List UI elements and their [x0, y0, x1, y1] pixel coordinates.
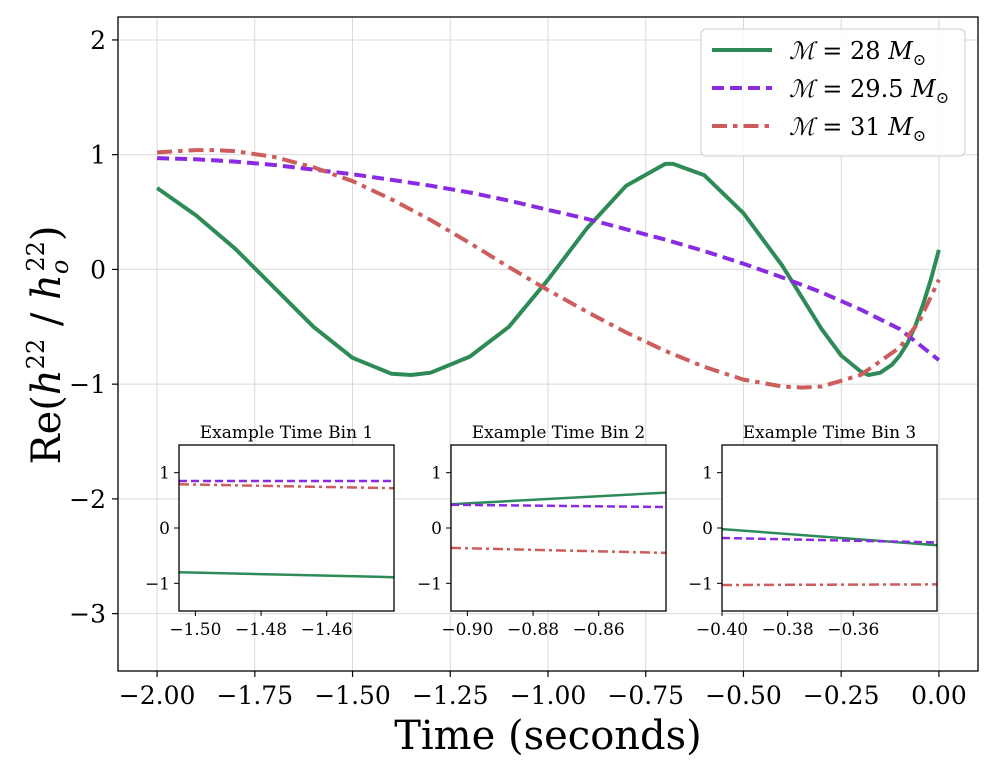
main-y-tick-label: −3 — [69, 600, 106, 629]
inset-y-tick-label: −1 — [145, 574, 170, 594]
inset-line-1 — [450, 491, 667, 506]
insets-group: −1.50 −1.48 −1.46 −1 0 1 Example Time Bin 1 −0.… — [145, 423, 938, 640]
inset-background — [179, 445, 394, 611]
inset-y-tick-label: −1 — [688, 574, 713, 594]
main-x-tick-label: −2.00 — [119, 681, 196, 710]
inset-line-3 — [178, 483, 395, 490]
legend-sun-symbol: ⊙ — [913, 50, 926, 69]
inset-background — [722, 445, 937, 611]
inset-x-tick-label: −0.38 — [762, 620, 814, 640]
inset-line-1 — [178, 571, 395, 579]
inset-y-tick-label: 0 — [159, 519, 170, 539]
y-axis-title-ho: h — [24, 274, 70, 300]
main-y-tick-label: 0 — [90, 255, 106, 284]
legend-label-3: ℳ = 31 M⊙ — [789, 113, 926, 145]
main-series-line-3 — [156, 148, 941, 390]
inset-x-tick-label: −0.40 — [696, 620, 748, 640]
inset-y-tick-label: −1 — [417, 574, 442, 594]
inset-background — [451, 445, 666, 611]
inset-x-tick-label: −0.90 — [441, 620, 493, 640]
legend: ℳ = 28 M⊙ℳ = 29.5 M⊙ℳ = 31 M⊙ — [700, 28, 966, 157]
main-x-tick-label: −1.50 — [314, 681, 391, 710]
inset-x-tick-label: −0.36 — [827, 620, 879, 640]
legend-entries: ℳ = 28 M⊙ℳ = 29.5 M⊙ℳ = 31 M⊙ — [712, 37, 949, 145]
y-axis-title-post: ) — [24, 226, 70, 242]
main-x-tick-label: −0.50 — [705, 681, 782, 710]
legend-sun-symbol: ⊙ — [913, 126, 926, 145]
main-y-tick-label: −1 — [69, 370, 106, 399]
y-axis-title: Re(h22 / ho22) — [22, 226, 74, 465]
y-axis-title-sep: / — [24, 300, 70, 339]
inset-x-tick-label: −1.50 — [169, 620, 221, 640]
inset-y-tick-label: 1 — [159, 464, 170, 484]
main-x-tick-label: −1.75 — [217, 681, 294, 710]
legend-value: = 31 — [822, 113, 888, 141]
inset-2: −0.90 −0.88 −0.86 −1 0 1 Example Time Bin 2 — [417, 423, 667, 640]
inset-3: −0.40 −0.38 −0.36 −1 0 1 Example Time Bin 3 — [688, 423, 938, 640]
inset-title: Example Time Bin 3 — [743, 423, 917, 443]
y-axis-title-sup2: 22 — [22, 241, 50, 272]
x-axis-title: Time (seconds) — [394, 713, 702, 759]
main-y-ticks: −3 −2 −1 0 1 2 — [69, 26, 118, 629]
inset-x-tick-label: −1.48 — [235, 620, 287, 640]
inset-x-tick-label: −1.46 — [301, 620, 353, 640]
y-axis-title-sub: o — [46, 260, 74, 274]
main-x-tick-label: −1.25 — [412, 681, 489, 710]
inset-line-1 — [721, 527, 938, 547]
inset-x-tick-label: −0.86 — [573, 620, 625, 640]
main-y-tick-label: 1 — [90, 141, 106, 170]
legend-unit: M — [887, 113, 914, 141]
y-axis-title-sup1: 22 — [22, 339, 50, 370]
inset-y-tick-label: 1 — [702, 464, 713, 484]
inset-line-3 — [721, 583, 938, 587]
main-x-tick-label: −1.00 — [510, 681, 587, 710]
inset-1: −1.50 −1.48 −1.46 −1 0 1 Example Time Bin 1 — [145, 423, 395, 640]
inset-y-tick-label: 0 — [431, 519, 442, 539]
inset-y-tick-label: 0 — [702, 519, 713, 539]
legend-value: = 29.5 — [822, 75, 911, 103]
legend-label-2: ℳ = 29.5 M⊙ — [789, 75, 949, 107]
legend-value: = 28 — [822, 37, 888, 65]
legend-math-m: ℳ — [789, 75, 822, 103]
legend-unit: M — [910, 75, 937, 103]
legend-math-m: ℳ — [789, 113, 822, 141]
main-y-tick-label: 2 — [90, 26, 106, 55]
main-x-tick-label: −0.25 — [803, 681, 880, 710]
main-x-tick-label: −0.75 — [607, 681, 684, 710]
main-series-line-1 — [155, 161, 941, 377]
inset-line-3 — [450, 546, 667, 555]
main-x-tick-label: 0.00 — [911, 681, 967, 710]
main-series-line-2 — [157, 156, 941, 362]
inset-title: Example Time Bin 2 — [472, 423, 646, 443]
legend-label-1: ℳ = 28 M⊙ — [789, 37, 926, 69]
y-axis-title-h: h — [24, 369, 70, 395]
main-series-group — [155, 148, 941, 390]
legend-unit: M — [887, 37, 914, 65]
main-x-ticks: −2.00 −1.75 −1.50 −1.25 −1.00 −0.75 −0.50 −0.25… — [119, 671, 967, 710]
legend-sun-symbol: ⊙ — [936, 88, 949, 107]
inset-x-tick-label: −0.88 — [507, 620, 559, 640]
inset-y-tick-label: 1 — [431, 464, 442, 484]
legend-math-m: ℳ — [789, 37, 822, 65]
y-axis-title-pre: Re( — [24, 395, 70, 464]
main-y-tick-label: −2 — [69, 485, 106, 514]
inset-title: Example Time Bin 1 — [200, 423, 374, 443]
